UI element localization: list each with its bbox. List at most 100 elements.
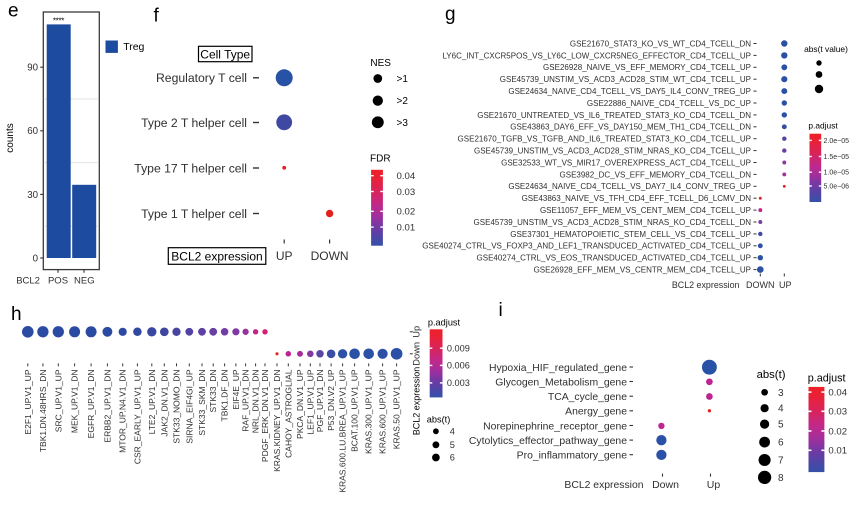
svg-text:Treg: Treg [123,41,144,53]
svg-text:TCA_cycle_gene: TCA_cycle_gene [548,392,627,403]
svg-text:POS: POS [48,276,68,287]
svg-text:1.0e−05: 1.0e−05 [824,170,850,177]
svg-text:8: 8 [778,473,784,484]
svg-text:i: i [499,300,503,321]
svg-text:5: 5 [778,420,784,431]
svg-text:0.03: 0.03 [397,187,416,198]
svg-text:DOWN: DOWN [746,280,775,290]
svg-text:0.006: 0.006 [447,361,470,371]
svg-text:P53_DN.V2_UP: P53_DN.V2_UP [326,369,336,431]
svg-text:0.01: 0.01 [397,223,416,234]
svg-text:0.009: 0.009 [447,343,470,353]
svg-text:BCL2 expression: BCL2 expression [171,249,262,263]
svg-text:Down: Down [412,342,422,366]
svg-text:5.0e−06: 5.0e−06 [824,183,850,190]
svg-text:Cell Type: Cell Type [200,47,250,61]
svg-text:Down: Down [652,479,679,491]
svg-text:0.01: 0.01 [828,446,847,457]
svg-text:GSE45739_UNSTIM_VS_ACD3_ACD28_: GSE45739_UNSTIM_VS_ACD3_ACD28_STIM_NRAS_… [474,218,752,227]
svg-text:Hypoxia_HIF_regulated_gene: Hypoxia_HIF_regulated_gene [489,363,627,374]
svg-text:6: 6 [778,438,784,449]
svg-text:BCL2 expression: BCL2 expression [412,367,422,436]
svg-text:STK33_NOMO_DN: STK33_NOMO_DN [172,370,182,444]
svg-text:SIRNA_EIF4GI_UP: SIRNA_EIF4GI_UP [184,369,194,443]
svg-text:Norepinephrine_receptor_gene: Norepinephrine_receptor_gene [483,421,627,432]
svg-text:UP: UP [276,249,293,263]
svg-text:GSE21670_UNTREATED_VS_IL6_TREA: GSE21670_UNTREATED_VS_IL6_TREATED_STAT3_… [477,111,751,120]
svg-text:LTE2_UP.V1_DN: LTE2_UP.V1_DN [147,370,157,435]
svg-text:p.adjust: p.adjust [428,318,461,328]
svg-text:STK33_SKM_DN: STK33_SKM_DN [197,370,207,436]
svg-text:NES: NES [370,58,391,69]
svg-text:DOWN: DOWN [311,249,349,263]
svg-text:GSE26928_EFF_MEM_VS_CENTR_MEM_: GSE26928_EFF_MEM_VS_CENTR_MEM_CD4_TCELL_… [534,266,751,275]
svg-text:60: 60 [27,126,38,137]
svg-text:PKCA_DN.V1_UP: PKCA_DN.V1_UP [295,369,305,439]
svg-text:Glycogen_Metabolism_gene: Glycogen_Metabolism_gene [495,377,627,388]
svg-text:EIF4E_UP: EIF4E_UP [231,369,241,409]
svg-text:GSE40274_CTRL_VS_EOS_TRANSDUCE: GSE40274_CTRL_VS_EOS_TRANSDUCED_ACTIVATE… [477,254,751,263]
svg-text:0.04: 0.04 [397,171,416,182]
svg-text:EGFR_UP.V1_DN: EGFR_UP.V1_DN [86,370,96,439]
svg-text:NEG: NEG [74,276,95,287]
svg-text:BCL2 expression: BCL2 expression [564,480,643,491]
svg-text:MEK_UP.V1_DN: MEK_UP.V1_DN [70,370,80,434]
svg-text:KRAS.KIDNEY_UP.V1_DN: KRAS.KIDNEY_UP.V1_DN [272,370,282,472]
svg-text:30: 30 [27,190,38,201]
svg-text:>3: >3 [397,118,409,129]
svg-text:abs(t value): abs(t value) [804,44,848,54]
svg-text:GSE3982_DC_VS_EFF_MEMORY_CD4_T: GSE3982_DC_VS_EFF_MEMORY_CD4_TCELL_DN [560,170,752,179]
svg-text:abs(t): abs(t) [757,369,786,381]
svg-text:CSR_EARLY_UP.V1_UP: CSR_EARLY_UP.V1_UP [132,369,142,464]
svg-text:BCAT.100_UP.V1_UP: BCAT.100_UP.V1_UP [350,369,360,452]
svg-text:abs(t): abs(t) [427,415,451,425]
svg-text:GSE22886_NAIVE_CD4_TCELL_VS_DC: GSE22886_NAIVE_CD4_TCELL_VS_DC_UP [587,99,751,108]
svg-text:2.0e−05: 2.0e−05 [824,138,850,145]
svg-text:TBK1.DF_DN: TBK1.DF_DN [220,370,230,422]
svg-text:0.04: 0.04 [828,388,847,399]
svg-text:****: **** [53,17,64,26]
svg-text:g: g [445,4,456,25]
svg-text:Up: Up [707,479,721,491]
svg-text:3: 3 [778,388,784,399]
svg-text:GSE21670_TGFB_VS_TGFB_AND_IL6_: GSE21670_TGFB_VS_TGFB_AND_IL6_TREATED_ST… [458,135,751,144]
svg-text:STK33_DN: STK33_DN [208,370,218,413]
svg-text:BCL2 expression: BCL2 expression [672,280,740,290]
svg-text:p.adjust: p.adjust [808,120,838,130]
svg-text:h: h [11,304,22,325]
svg-text:0: 0 [33,253,39,264]
svg-text:KRAS.600.LU.BREA_UP.V1_UP: KRAS.600.LU.BREA_UP.V1_UP [338,369,348,492]
svg-text:Anergy_gene: Anergy_gene [565,407,627,418]
svg-text:NRL_DN.V1_DN: NRL_DN.V1_DN [251,370,261,434]
svg-text:E2F1_UP.V1_UP: E2F1_UP.V1_UP [23,369,33,434]
svg-text:0.003: 0.003 [447,378,470,388]
svg-text:GSE43863_NAIVE_VS_TFH_CD4_EFF_: GSE43863_NAIVE_VS_TFH_CD4_EFF_TCELL_D6_L… [522,194,752,203]
svg-text:4: 4 [778,404,784,415]
svg-text:GSE32533_WT_VS_MIR17_OVEREXPRE: GSE32533_WT_VS_MIR17_OVEREXPRESS_ACT_CD4… [501,158,751,167]
svg-text:GSE45739_UNSTIM_VS_ACD3_ACD28_: GSE45739_UNSTIM_VS_ACD3_ACD28_STIM_NRAS_… [474,147,751,156]
svg-text:KRAS.50_UP.V1_UP: KRAS.50_UP.V1_UP [392,369,402,449]
svg-text:KRAS.600_UP.V1_UP: KRAS.600_UP.V1_UP [378,369,388,454]
svg-text:GSE45739_UNSTIM_VS_ACD3_ACD28_: GSE45739_UNSTIM_VS_ACD3_ACD28_STIM_WT_CD… [500,75,751,84]
svg-text:CAHOY_ASTROGLIAL: CAHOY_ASTROGLIAL [283,369,293,458]
svg-text:4: 4 [450,427,455,437]
svg-text:6: 6 [450,453,455,463]
svg-text:GSE21670_STAT3_KO_VS_WT_CD4_TC: GSE21670_STAT3_KO_VS_WT_CD4_TCELL_DN [570,39,751,48]
svg-text:GSE26928_NAIVE_VS_EFF_MEMORY_C: GSE26928_NAIVE_VS_EFF_MEMORY_CD4_TCELL_U… [543,63,751,72]
svg-text:>1: >1 [397,74,409,85]
svg-text:0.02: 0.02 [397,207,416,218]
svg-text:KRAS.300_UP.V1_UP: KRAS.300_UP.V1_UP [364,369,374,454]
svg-text:GSE43863_DAY6_EFF_VS_DAY150_ME: GSE43863_DAY6_EFF_VS_DAY150_MEM_TH1_CD4_… [510,123,751,132]
svg-text:Type 1 T helper cell: Type 1 T helper cell [141,207,247,221]
svg-text:GSE24634_NAIVE_CD4_TCELL_VS_DA: GSE24634_NAIVE_CD4_TCELL_VS_DAY5_IL4_CON… [508,87,751,96]
svg-text:Type 2 T helper cell: Type 2 T helper cell [141,116,247,130]
svg-text:BCL2: BCL2 [16,276,40,287]
svg-text:JAK2_DN.V1_DN: JAK2_DN.V1_DN [159,370,169,437]
svg-text:LY6C_INT_CXCR5POS_VS_LY6C_LOW_: LY6C_INT_CXCR5POS_VS_LY6C_LOW_CXCR5NEG_E… [442,51,751,60]
svg-text:FDR: FDR [370,154,391,165]
svg-text:5: 5 [450,440,455,450]
svg-text:Pro_inflammatory_gene: Pro_inflammatory_gene [517,451,628,462]
svg-text:Cytolytics_effector_pathway_ge: Cytolytics_effector_pathway_gene [469,436,627,447]
svg-text:Type 17 T helper cell: Type 17 T helper cell [134,161,247,175]
svg-text:LEF1_UP.V1_UP: LEF1_UP.V1_UP [305,369,315,434]
